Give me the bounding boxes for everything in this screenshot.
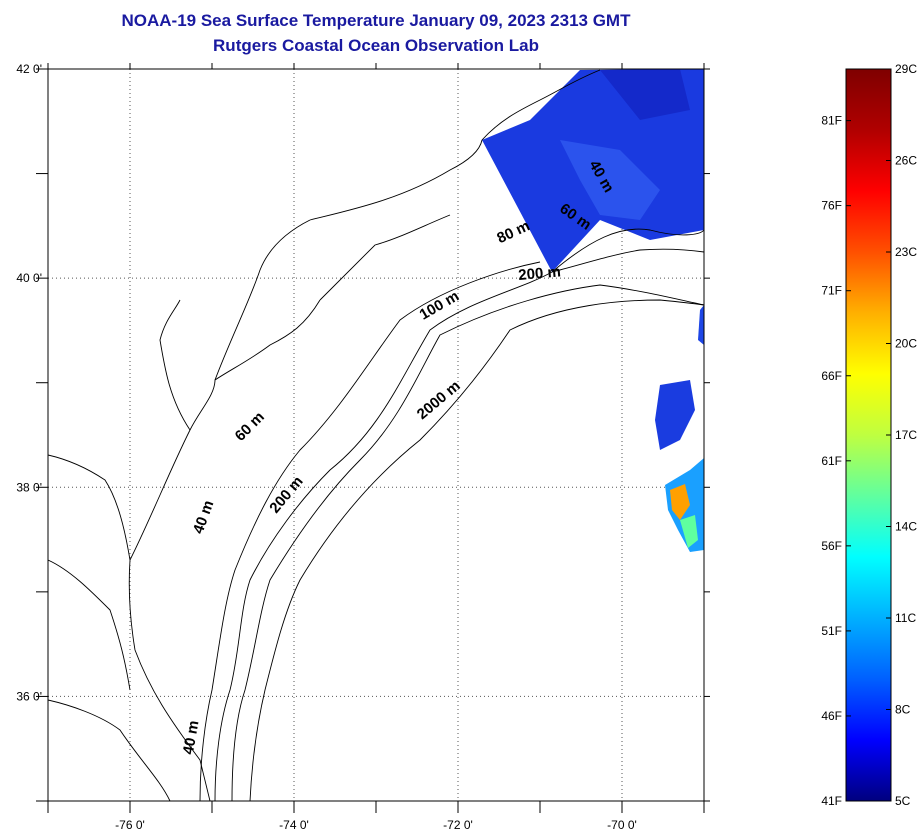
fahrenheit-label: 46F [821, 709, 842, 723]
lon-tick-label: -76 0' [115, 818, 145, 832]
celsius-label: 8C [895, 703, 911, 717]
celsius-label: 20C [895, 337, 917, 351]
sst-swath [482, 69, 704, 552]
colorbar-labels: 5C 8C 11C 14C 17C 20C 23C 26C 29C 41F 46F 51F 56F 61F… [821, 62, 917, 808]
fahrenheit-label: 71F [821, 284, 842, 298]
colorbar [845, 68, 892, 802]
lat-tick-label: 36 0' [16, 689, 42, 703]
contour-label: 200 m [518, 263, 562, 284]
celsius-label: 29C [895, 62, 917, 76]
coastline [48, 69, 704, 801]
celsius-label: 5C [895, 794, 911, 808]
sst-swath-north-dark [600, 69, 690, 120]
lat-tick-label: 42 0' [16, 62, 42, 76]
sst-patch-gulfstream-green [680, 515, 698, 548]
map-title: NOAA-19 Sea Surface Temperature January … [121, 11, 631, 30]
contour-label: 40 m [190, 498, 218, 536]
lat-tick-label: 38 0' [16, 480, 42, 494]
celsius-label: 17C [895, 428, 917, 442]
sst-swath-north-shade [560, 140, 660, 220]
fahrenheit-label: 76F [821, 199, 842, 213]
fahrenheit-label: 56F [821, 539, 842, 553]
map-subtitle: Rutgers Coastal Ocean Observation Lab [213, 36, 539, 55]
celsius-label: 11C [895, 611, 916, 625]
contour-label: 100 m [417, 288, 462, 324]
fahrenheit-label: 51F [821, 624, 842, 638]
lat-tick-label: 40 0' [16, 271, 42, 285]
sst-patch-east [698, 305, 704, 345]
celsius-label: 23C [895, 245, 917, 259]
fahrenheit-label: 66F [821, 369, 842, 383]
sst-patch-gulfstream-warm [670, 484, 690, 520]
lon-tick-label: -72 0' [443, 818, 473, 832]
contour-label: 80 m [494, 217, 532, 247]
lon-tick-label: -70 0' [607, 818, 637, 832]
fahrenheit-label: 81F [821, 114, 842, 128]
contour-label: 60 m [232, 408, 268, 444]
contour-label: 40 m [180, 719, 203, 756]
fahrenheit-label: 41F [821, 794, 842, 808]
fahrenheit-label: 61F [821, 454, 842, 468]
contour-label: 2000 m [414, 377, 464, 423]
celsius-label: 14C [895, 520, 917, 534]
contour-label: 200 m [266, 473, 306, 517]
axis-ticks: -76 0' -74 0' -72 0' -70 0' 42 0' 40 0' 38 0' 3… [16, 62, 710, 832]
celsius-label: 26C [895, 154, 917, 168]
sst-patch-east2 [655, 380, 695, 450]
lon-tick-label: -74 0' [279, 818, 309, 832]
